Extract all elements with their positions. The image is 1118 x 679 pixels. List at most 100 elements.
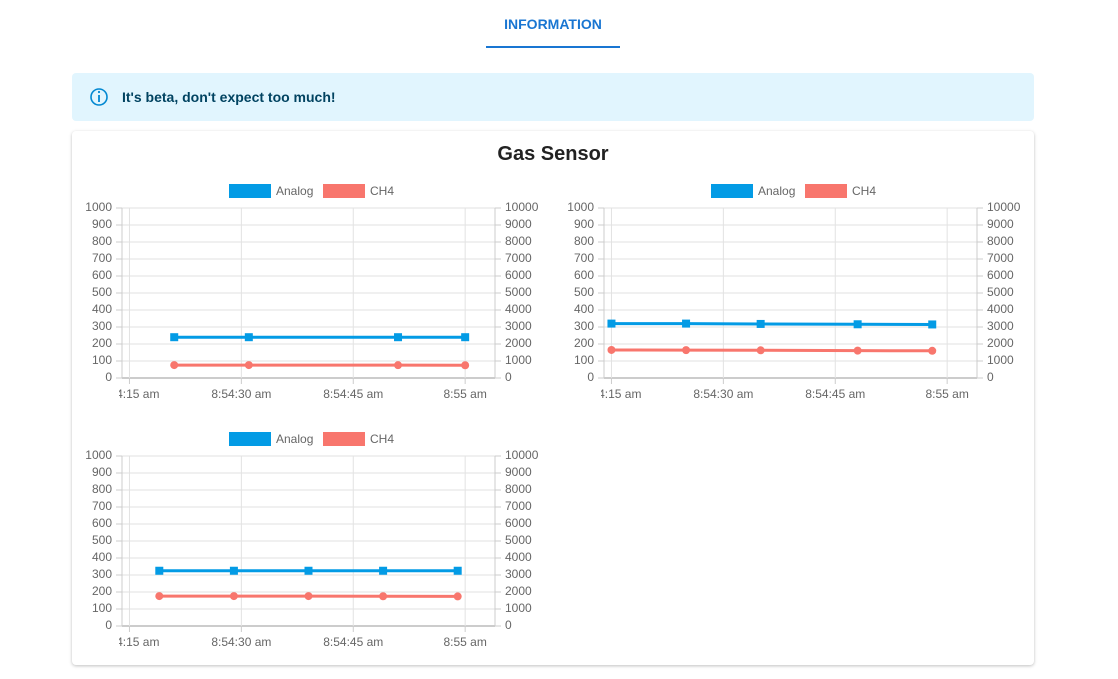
y2-tick-label: 5000 (987, 285, 1014, 299)
legend-swatch (805, 184, 847, 198)
series-line (611, 348, 933, 353)
y2-tick-label: 3000 (987, 319, 1014, 333)
y-tick-label: 1000 (85, 448, 112, 462)
point (756, 319, 765, 328)
y2-tick-label: 6000 (505, 516, 532, 530)
y-tick-label: 600 (92, 516, 112, 530)
y2-tick-label: 3000 (505, 567, 532, 581)
y-tick-label: 0 (587, 370, 594, 384)
point (607, 345, 616, 354)
y2-tick-label: 6000 (505, 268, 532, 282)
x-tick-label: 8:55 am (443, 635, 486, 649)
point (461, 333, 470, 342)
point (453, 566, 462, 575)
chart: 0100200300400500600700800900100001000200… (85, 184, 539, 401)
y2-tick-label: 4000 (505, 302, 532, 316)
point (394, 333, 403, 342)
y-tick-label: 200 (92, 584, 112, 598)
point (170, 333, 179, 342)
point (682, 319, 691, 328)
y-tick-label: 200 (574, 336, 594, 350)
point (155, 566, 164, 575)
y-tick-label: 0 (105, 370, 112, 384)
point (453, 592, 462, 601)
y2-tick-label: 2000 (505, 584, 532, 598)
y2-tick-label: 1000 (987, 353, 1014, 367)
x-tick-label: 8:54:15 am (99, 635, 159, 649)
legend-swatch (711, 184, 753, 198)
y2-tick-label: 5000 (505, 285, 532, 299)
x-tick-label: 8:54:30 am (693, 387, 753, 401)
y-tick-label: 700 (574, 251, 594, 265)
y-tick-label: 500 (92, 533, 112, 547)
y2-tick-label: 1000 (505, 353, 532, 367)
legend-swatch (229, 432, 271, 446)
y2-tick-label: 10000 (987, 200, 1021, 214)
point (756, 346, 765, 355)
point (170, 361, 179, 370)
point (461, 361, 470, 370)
y-tick-label: 300 (574, 319, 594, 333)
point (304, 566, 313, 575)
y-tick-label: 200 (92, 336, 112, 350)
y-tick-label: 0 (105, 618, 112, 632)
y-tick-label: 300 (92, 567, 112, 581)
x-tick-label: 8:54:30 am (211, 387, 271, 401)
y-tick-label: 300 (92, 319, 112, 333)
point (304, 592, 313, 601)
y2-tick-label: 9000 (987, 217, 1014, 231)
chart: 0100200300400500600700800900100001000200… (567, 184, 1021, 401)
point (379, 566, 388, 575)
point (607, 319, 616, 328)
card: Gas Sensor (72, 131, 1034, 665)
legend-label: CH4 (370, 184, 394, 198)
y-tick-label: 700 (92, 499, 112, 513)
y-tick-label: 500 (92, 285, 112, 299)
point (928, 320, 937, 329)
x-tick-label: 8:55 am (443, 387, 486, 401)
y-tick-label: 100 (574, 353, 594, 367)
alert-text: It's beta, don't expect too much! (122, 89, 336, 105)
point (229, 566, 238, 575)
y2-tick-label: 7000 (505, 499, 532, 513)
y2-tick-label: 8000 (505, 234, 532, 248)
legend-label: CH4 (370, 432, 394, 446)
y2-tick-label: 10000 (505, 448, 539, 462)
y-tick-label: 400 (574, 302, 594, 316)
y2-tick-label: 9000 (505, 217, 532, 231)
y-tick-label: 900 (574, 217, 594, 231)
y-tick-label: 1000 (85, 200, 112, 214)
y2-tick-label: 0 (505, 370, 512, 384)
y2-tick-label: 0 (987, 370, 994, 384)
y-tick-label: 400 (92, 550, 112, 564)
legend-swatch (323, 432, 365, 446)
y2-tick-label: 3000 (505, 319, 532, 333)
y2-tick-label: 6000 (987, 268, 1014, 282)
y-tick-label: 100 (92, 601, 112, 615)
y2-tick-label: 9000 (505, 465, 532, 479)
y2-tick-label: 7000 (505, 251, 532, 265)
chart: 0100200300400500600700800900100001000200… (85, 432, 539, 649)
y-tick-label: 800 (574, 234, 594, 248)
y-tick-label: 400 (92, 302, 112, 316)
legend-label: Analog (276, 432, 313, 446)
y2-tick-label: 10000 (505, 200, 539, 214)
y-tick-label: 800 (92, 482, 112, 496)
x-tick-labels: 8:54:15 am 8:54:30 am 8:54:45 am 8:55 am (601, 387, 969, 401)
legend-label: CH4 (852, 184, 876, 198)
x-tick-label: 8:54:45 am (323, 635, 383, 649)
series-line (611, 322, 933, 326)
point (229, 592, 238, 601)
info-icon (90, 88, 108, 106)
y2-tick-label: 8000 (505, 482, 532, 496)
x-tick-labels: 8:54:15 am 8:54:30 am 8:54:45 am 8:55 am (99, 635, 487, 649)
x-tick-label: 8:54:15 am (99, 387, 159, 401)
point (682, 346, 691, 355)
y-tick-label: 1000 (567, 200, 594, 214)
y2-tick-label: 7000 (987, 251, 1014, 265)
tab[interactable]: INFORMATION (486, 0, 620, 48)
y2-tick-label: 2000 (987, 336, 1014, 350)
y-tick-label: 100 (92, 353, 112, 367)
